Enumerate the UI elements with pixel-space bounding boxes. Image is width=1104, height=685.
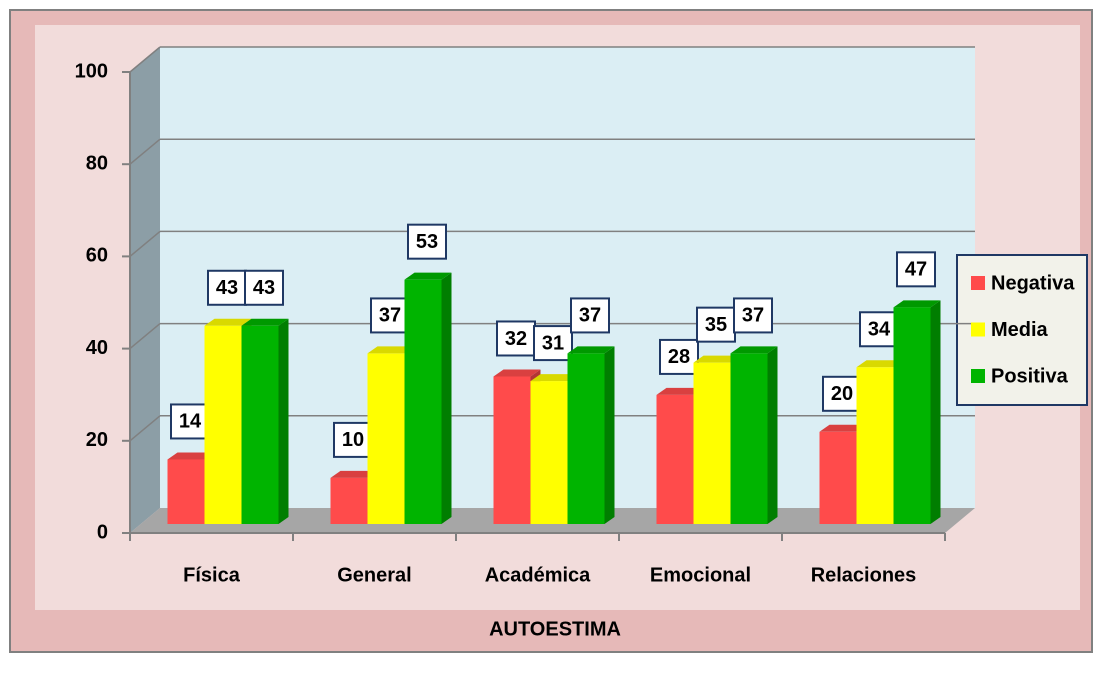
x-tick-label: Relaciones bbox=[811, 564, 917, 586]
data-label-box bbox=[859, 311, 899, 348]
x-tick-label: Emocional bbox=[650, 564, 751, 586]
data-label-box bbox=[244, 269, 284, 306]
data-label: 28 bbox=[668, 346, 690, 368]
y-tick-label: 80 bbox=[86, 152, 108, 174]
legend-label: Negativa bbox=[991, 272, 1075, 294]
data-label: 43 bbox=[216, 277, 238, 299]
x-axis-title: AUTOESTIMA bbox=[489, 618, 621, 640]
bar-top bbox=[893, 300, 941, 308]
bar-side bbox=[278, 318, 289, 524]
grid-line bbox=[129, 46, 161, 73]
data-label-box bbox=[896, 251, 936, 288]
bar-top bbox=[730, 346, 778, 354]
bar bbox=[330, 477, 368, 524]
bar-top bbox=[693, 355, 741, 363]
x-tick-label: Académica bbox=[485, 564, 591, 586]
grid-line bbox=[129, 323, 161, 350]
grid-line bbox=[129, 230, 161, 257]
side-wall bbox=[130, 47, 160, 533]
data-label: 43 bbox=[253, 277, 275, 299]
bar bbox=[167, 459, 205, 524]
bar-side bbox=[767, 346, 778, 524]
bar bbox=[367, 353, 405, 524]
data-label-box bbox=[370, 297, 410, 334]
y-tick-label: 60 bbox=[86, 245, 108, 267]
bar-top bbox=[330, 470, 378, 478]
data-label: 14 bbox=[179, 411, 202, 433]
data-label: 37 bbox=[579, 305, 601, 327]
legend-label: Positiva bbox=[991, 365, 1069, 387]
x-tick-label: Física bbox=[183, 564, 241, 586]
bar-top bbox=[367, 346, 415, 354]
data-label-box bbox=[659, 338, 699, 375]
bar-side bbox=[441, 272, 452, 524]
data-label-box bbox=[822, 375, 862, 412]
legend-swatch bbox=[971, 322, 985, 337]
bar-top bbox=[856, 360, 904, 368]
bar-top bbox=[167, 452, 215, 460]
bar bbox=[656, 394, 694, 524]
legend-swatch bbox=[971, 276, 985, 290]
data-label-box bbox=[733, 297, 773, 334]
bar bbox=[819, 431, 857, 524]
legend-swatch bbox=[971, 369, 985, 383]
data-label-box bbox=[533, 325, 573, 362]
bar bbox=[893, 307, 931, 524]
data-label: 37 bbox=[742, 305, 764, 327]
y-tick-label: 100 bbox=[75, 60, 108, 82]
data-label: 32 bbox=[505, 328, 527, 350]
bar-top bbox=[530, 374, 578, 382]
bar-top bbox=[241, 318, 289, 326]
legend-label: Media bbox=[991, 319, 1049, 341]
bar bbox=[530, 381, 568, 524]
data-label: 37 bbox=[379, 305, 401, 327]
data-label-box bbox=[407, 223, 447, 260]
bar-top bbox=[404, 272, 452, 280]
bar bbox=[693, 362, 731, 524]
bar-side bbox=[930, 300, 941, 524]
data-label: 20 bbox=[831, 383, 853, 405]
bar-top bbox=[819, 424, 867, 432]
data-label-box bbox=[333, 421, 373, 458]
y-tick-label: 40 bbox=[86, 337, 108, 359]
bar-top bbox=[656, 387, 704, 395]
data-label: 35 bbox=[705, 314, 727, 336]
bar bbox=[241, 325, 279, 524]
data-label: 10 bbox=[342, 429, 364, 451]
y-tick-label: 0 bbox=[97, 521, 108, 543]
data-label: 34 bbox=[868, 319, 891, 341]
data-label: 47 bbox=[905, 259, 927, 281]
bar-side bbox=[604, 346, 615, 524]
grid-line bbox=[129, 138, 161, 165]
bar bbox=[567, 353, 605, 524]
data-label-box bbox=[496, 320, 536, 357]
bar-top bbox=[204, 318, 252, 326]
y-tick-label: 20 bbox=[86, 429, 108, 451]
x-tick-label: General bbox=[337, 564, 411, 586]
data-label: 53 bbox=[416, 231, 438, 253]
bar-top bbox=[493, 369, 541, 377]
data-label: 31 bbox=[542, 332, 564, 354]
data-label-box bbox=[696, 306, 736, 343]
grid-line bbox=[129, 415, 161, 442]
bar bbox=[493, 376, 531, 524]
bar bbox=[204, 325, 242, 524]
bar-top bbox=[567, 346, 615, 354]
bar bbox=[730, 353, 768, 524]
bar bbox=[856, 367, 894, 524]
bar bbox=[404, 279, 442, 524]
data-label-box bbox=[570, 297, 610, 334]
